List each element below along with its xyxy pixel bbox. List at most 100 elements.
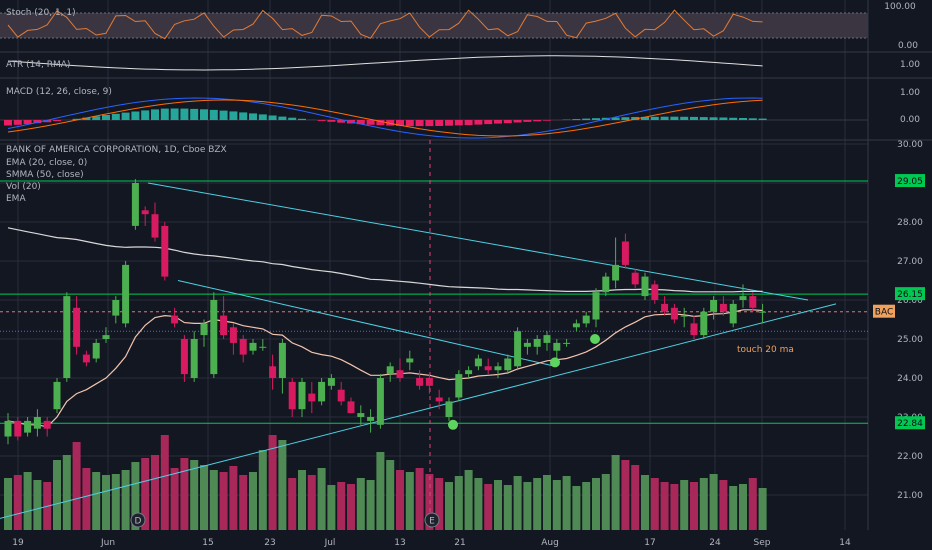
- macd-histogram-bar: [650, 116, 659, 120]
- candle-body: [288, 381, 296, 410]
- volume-bar: [523, 482, 532, 530]
- volume-bar: [33, 480, 42, 530]
- touch-point-marker: [590, 334, 600, 344]
- stoch-line: [7, 9, 763, 40]
- macd-histogram-bar: [239, 112, 248, 120]
- candle-body: [190, 339, 198, 378]
- macd-histogram-bar: [288, 117, 297, 120]
- volume-bar: [650, 478, 659, 530]
- volume-bar: [739, 484, 747, 530]
- level-price-tag-text: 29.05: [897, 177, 923, 187]
- macd-histogram-bar: [464, 120, 473, 126]
- macd-histogram-bar: [729, 117, 738, 120]
- candle-body: [523, 342, 531, 347]
- macd-histogram-bar: [572, 119, 581, 120]
- candle-body: [612, 264, 620, 281]
- macd-histogram-bar: [23, 120, 32, 125]
- macd-histogram-bar: [445, 120, 453, 126]
- volume-bar: [13, 475, 22, 530]
- volume-bar: [562, 476, 571, 530]
- volume-bar: [376, 452, 385, 530]
- volume-bar: [719, 480, 728, 530]
- volume-bar: [337, 482, 346, 530]
- indicator-ema20: EMA (20, close, 0): [6, 158, 87, 168]
- candle-body: [749, 296, 757, 308]
- candle-body: [700, 311, 708, 336]
- candle-body: [474, 358, 482, 367]
- volume-bar: [611, 455, 620, 530]
- level-price-tag-text: 22.84: [897, 419, 923, 429]
- macd-histogram-bar: [72, 118, 81, 120]
- candle-body: [308, 393, 316, 402]
- level-price-tag: [895, 416, 925, 430]
- macd-histogram-bar: [278, 116, 287, 120]
- macd-histogram-bar: [376, 120, 385, 126]
- event-marker: [130, 512, 146, 528]
- price-tick: 26.00: [897, 296, 923, 306]
- macd-histogram-bar: [190, 108, 199, 120]
- volume-bar: [699, 478, 708, 530]
- volume-bar: [151, 455, 159, 530]
- stoch-band: [0, 13, 868, 38]
- volume-bar: [405, 472, 414, 530]
- volume-bar: [445, 482, 453, 530]
- atr-line: [7, 55, 763, 71]
- volume-bar: [298, 470, 306, 530]
- symbol-price-tag: [873, 304, 895, 318]
- event-marker-label: D: [135, 517, 142, 527]
- volume-bar: [62, 455, 71, 530]
- volume-bar: [131, 462, 140, 530]
- volume-bar: [82, 468, 91, 530]
- macd-histogram-bar: [258, 114, 267, 120]
- date-tick: 15: [202, 538, 213, 548]
- volume-bar: [592, 478, 600, 530]
- macd-histogram-bar: [121, 112, 130, 120]
- candle-body: [484, 366, 492, 371]
- date-tick: Jul: [324, 538, 336, 548]
- level-price-tag: [895, 287, 925, 301]
- candle-body: [171, 315, 179, 324]
- candle-body: [553, 342, 561, 351]
- macd-histogram-bar: [386, 120, 395, 126]
- candle-body: [43, 420, 51, 429]
- ema20-line: [7, 309, 763, 428]
- macd-histogram-bar: [356, 120, 365, 125]
- candle-body: [278, 342, 286, 378]
- macd-histogram-bar: [503, 120, 512, 124]
- event-marker-label: E: [429, 517, 435, 527]
- volume-bar: [209, 470, 218, 530]
- candle-body: [602, 276, 610, 293]
- volume-bar: [396, 470, 404, 530]
- price-tick: 27.00: [897, 257, 923, 267]
- date-tick: 23: [264, 538, 275, 548]
- macd-histogram-bar: [131, 111, 140, 120]
- volume-bar: [621, 460, 630, 530]
- candle-body: [759, 311, 767, 313]
- macd-histogram-bar: [739, 118, 747, 120]
- macd-histogram-bar: [396, 120, 404, 126]
- candle-body: [200, 323, 208, 336]
- candle-body: [514, 331, 522, 367]
- macd-histogram-bar: [160, 108, 169, 120]
- volume-bar: [278, 440, 287, 530]
- candle-body: [680, 315, 688, 317]
- macd-histogram-bar: [719, 117, 728, 120]
- volume-bar: [425, 474, 434, 530]
- volume-bar: [415, 468, 424, 530]
- candle-body: [151, 214, 159, 238]
- price-tick: 21.00: [897, 491, 923, 501]
- macd-histogram-bar: [484, 120, 493, 125]
- candle-body: [563, 342, 571, 344]
- macd-histogram-bar: [543, 120, 551, 121]
- volume-bar: [200, 465, 208, 530]
- volume-bar: [180, 458, 189, 530]
- support-trendline: [0, 303, 837, 519]
- macd-histogram-bar: [366, 120, 375, 125]
- volume-bar: [494, 480, 502, 530]
- macd-histogram-bar: [435, 120, 444, 126]
- candle-body: [504, 358, 512, 371]
- macd-histogram-bar: [425, 120, 434, 127]
- volume-bar: [121, 470, 130, 530]
- macd-histogram-bar: [4, 120, 12, 126]
- macd-histogram-bar: [219, 110, 228, 120]
